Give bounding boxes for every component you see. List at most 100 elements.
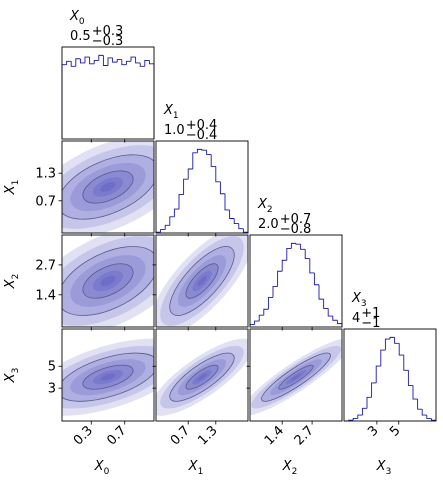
density <box>62 338 154 416</box>
variable-label: X3 <box>376 459 392 477</box>
upper-error: +0.4 <box>186 118 218 133</box>
histogram-bin <box>313 272 319 286</box>
histogram-bin <box>272 285 278 298</box>
density-level <box>82 365 134 390</box>
variable-subscript: 2 <box>11 274 21 280</box>
variable-subscript: 3 <box>386 467 392 477</box>
variable-label: X2 <box>257 197 273 215</box>
variable-label: X2 <box>282 459 298 477</box>
histogram-bin <box>318 284 324 300</box>
variable-symbol: X <box>69 9 80 24</box>
histogram-bin <box>258 314 264 322</box>
panel-frame <box>155 140 249 234</box>
histogram-bin <box>371 382 377 398</box>
density-level <box>70 255 146 307</box>
density <box>62 235 154 327</box>
density-level <box>192 369 212 385</box>
histogram-bin <box>121 59 127 66</box>
histogram-bin <box>361 407 367 416</box>
histogram-bin <box>192 152 198 169</box>
histogram-bin <box>426 415 432 419</box>
density-level <box>250 338 342 416</box>
density <box>156 338 248 416</box>
density-level <box>156 235 248 327</box>
histogram-bin <box>229 209 235 219</box>
variable-subscript: 1 <box>173 111 179 121</box>
x-tick-label: 0.7 <box>104 423 129 448</box>
histogram-bin <box>107 57 113 66</box>
histogram-bin <box>61 64 67 139</box>
histogram-bin <box>323 299 329 309</box>
histogram-bin <box>206 150 212 155</box>
variable-subscript: 0 <box>79 17 85 27</box>
histogram-bin <box>215 166 221 183</box>
variable-symbol: X <box>257 197 268 212</box>
histogram-bin <box>267 296 273 310</box>
variable-subscript: 1 <box>11 180 21 186</box>
variable-subscript: 2 <box>267 205 273 215</box>
variable-label: X0 <box>94 459 110 477</box>
histogram-bin <box>389 336 395 340</box>
contour <box>82 263 134 299</box>
panel-frame <box>61 46 155 140</box>
histogram-bin <box>98 54 104 61</box>
density-level <box>177 255 227 307</box>
x-tick-label: 1.4 <box>262 423 287 448</box>
panel-frame <box>155 234 249 328</box>
density-level <box>185 263 219 299</box>
panel-frame <box>61 328 155 422</box>
histogram-bin <box>66 60 72 65</box>
contour <box>169 246 235 316</box>
median: 1.0 <box>164 123 185 138</box>
variable-symbol: X <box>94 459 105 474</box>
histogram-bin <box>300 244 306 250</box>
histogram-bin <box>357 414 363 419</box>
density <box>62 141 154 233</box>
histogram-bin <box>70 61 76 67</box>
variable-symbol: X <box>3 278 18 289</box>
histogram-bin <box>277 270 283 287</box>
histogram-bin <box>254 320 260 325</box>
panel-frame <box>61 234 155 328</box>
x-tick-label: 5 <box>387 423 403 439</box>
density <box>250 338 342 416</box>
density-level <box>278 365 314 390</box>
histogram-bin <box>238 223 244 230</box>
contour <box>62 352 154 402</box>
density-level <box>62 338 154 416</box>
density-level <box>62 141 154 233</box>
histogram-bin <box>281 259 287 272</box>
histogram-bin <box>233 218 239 225</box>
histogram-bin <box>79 58 85 64</box>
density-level <box>156 338 248 416</box>
variable-subscript: 3 <box>361 299 367 309</box>
histogram-bin <box>412 385 418 400</box>
variable-symbol: X <box>163 103 174 118</box>
x-tick-label: 0.7 <box>168 423 193 448</box>
density-level <box>251 345 341 409</box>
density-level <box>160 345 244 409</box>
upper-error: +1 <box>361 306 380 321</box>
density-level <box>197 373 207 381</box>
histogram-bin <box>75 58 81 67</box>
histogram-bin <box>417 399 423 410</box>
panel-frame <box>249 328 343 422</box>
histogram-bin <box>286 247 292 261</box>
density <box>156 235 248 327</box>
density-level <box>62 353 154 402</box>
histogram-bin <box>290 242 296 249</box>
lower-error: −0.8 <box>280 222 312 237</box>
histogram-bin <box>242 228 249 233</box>
histogram-bin <box>125 60 131 65</box>
upper-error: +0.7 <box>280 212 312 227</box>
variable-symbol: X <box>188 459 199 474</box>
histogram-bin <box>187 168 193 180</box>
histogram-bin <box>295 243 301 245</box>
histogram-bin <box>84 56 90 63</box>
histogram-bin <box>398 343 404 356</box>
variable-label: X1 <box>3 180 21 196</box>
histogram-bin <box>102 55 108 66</box>
density-level <box>70 359 146 396</box>
variable-symbol: X <box>3 372 18 383</box>
histogram-bin <box>139 62 145 67</box>
